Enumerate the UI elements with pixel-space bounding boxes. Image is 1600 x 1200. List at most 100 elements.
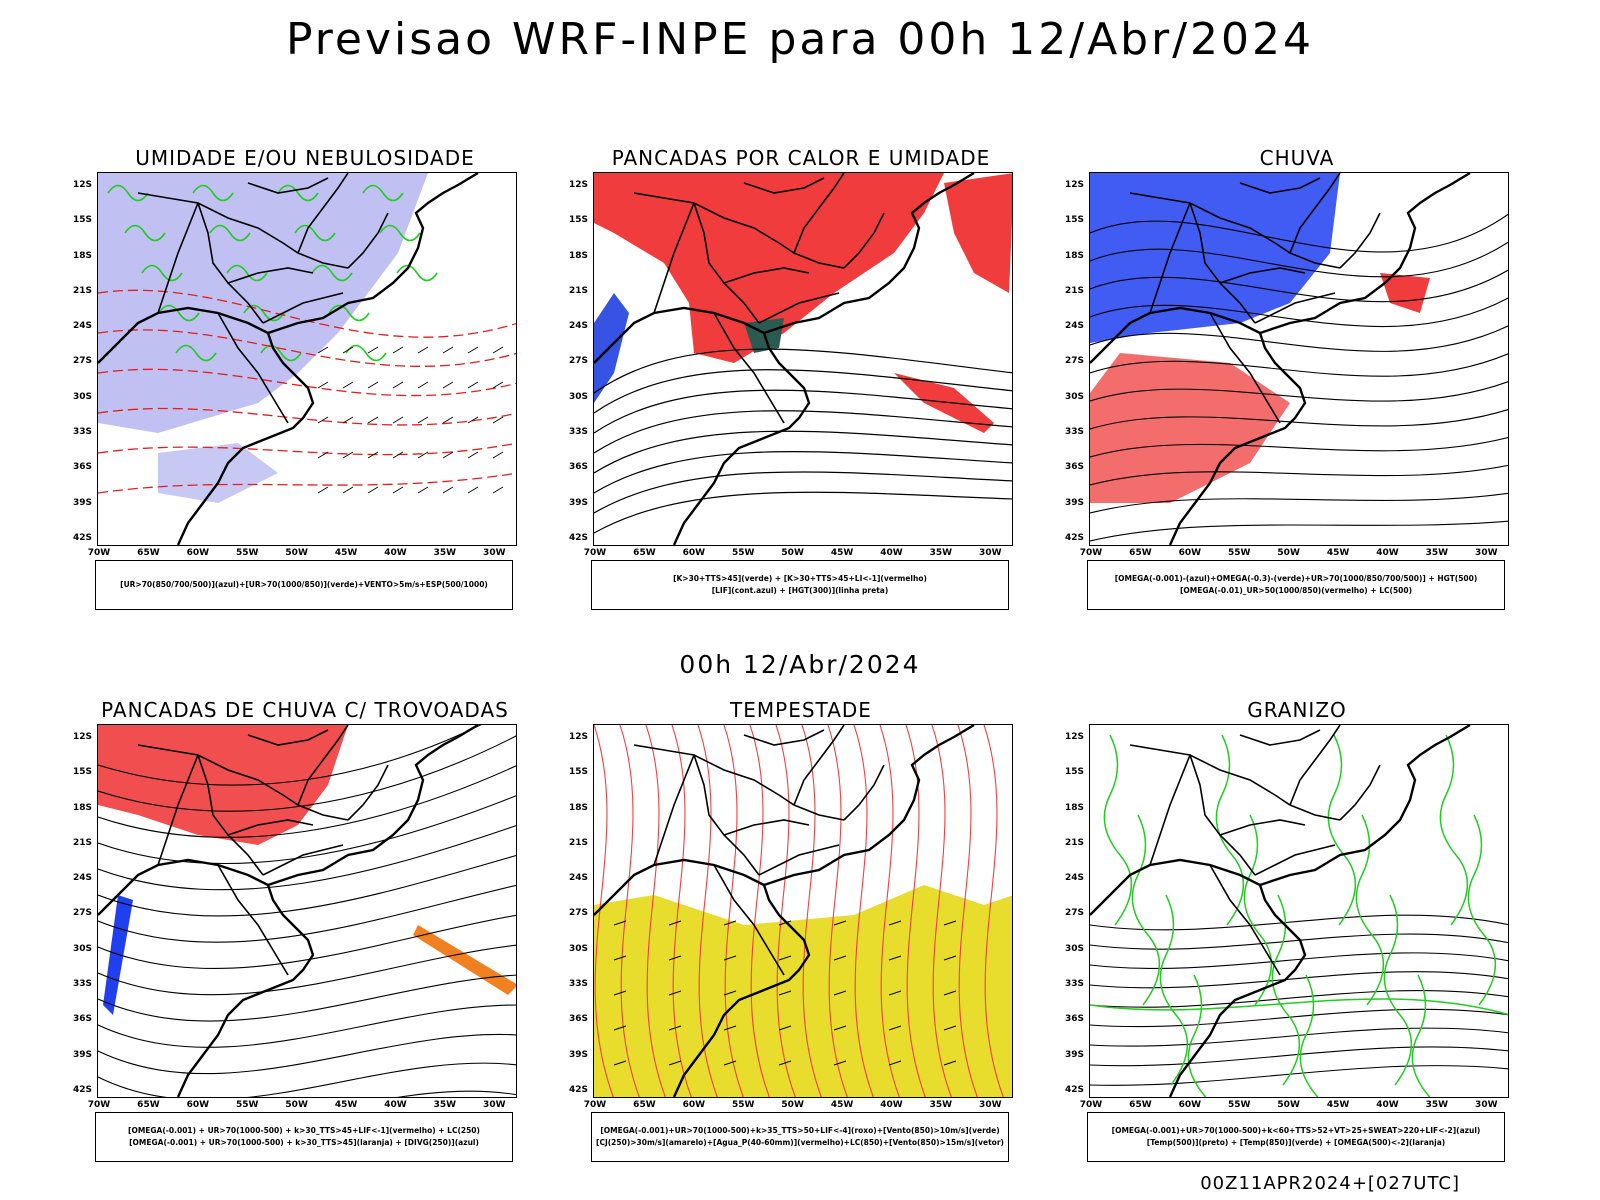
lon-tick-label: 55W bbox=[236, 1100, 259, 1110]
lat-tick-label: 15S bbox=[569, 767, 589, 778]
lon-tick-label: 65W bbox=[1129, 1100, 1152, 1110]
lat-tick-label: 15S bbox=[73, 767, 93, 778]
lon-tick-label: 45W bbox=[334, 548, 358, 558]
lat-tick-label: 21S bbox=[73, 837, 93, 848]
lon-tick-label: 50W bbox=[285, 1100, 308, 1110]
lon-tick-label: 40W bbox=[880, 548, 903, 558]
main-title: Previsao WRF-INPE para 00h 12/Abr/2024 bbox=[285, 14, 1314, 65]
lon-tick-label: 30W bbox=[1475, 1100, 1498, 1110]
map-frame: 12S 15S 18S 21S 24S 27S 30S 33S 36S 39S 42S 70W 65W 6… bbox=[73, 724, 517, 1110]
lat-tick-label: 27S bbox=[73, 356, 93, 367]
lon-tick-label: 65W bbox=[137, 1100, 160, 1110]
lat-tick-label: 42S bbox=[1065, 532, 1085, 543]
lon-tick-label: 70W bbox=[87, 1100, 111, 1110]
lat-tick-label: 36S bbox=[1065, 462, 1085, 473]
lon-tick-label: 60W bbox=[186, 548, 210, 558]
lon-tick-label: 55W bbox=[1228, 1100, 1251, 1110]
lat-tick-label: 39S bbox=[73, 497, 93, 508]
lat-tick-label: 36S bbox=[1065, 1014, 1085, 1025]
lat-tick-label: 21S bbox=[1065, 837, 1085, 848]
lat-tick-label: 27S bbox=[73, 908, 93, 919]
map-frame: 12S 15S 18S 21S 24S 27S 30S 33S 36S 39S 42S 70W 65W 6… bbox=[1065, 724, 1509, 1110]
panel-title: TEMPESTADE bbox=[730, 698, 872, 722]
map-frame: 12S 15S 18S 21S 24S 27S 30S 33S 36S 39S 42S 70W 65W 6… bbox=[1065, 172, 1509, 558]
panel-granizo: GRANIZO 12S 15S 18S 21S 24S 27S 30S 33S 36S 39S 42… bbox=[1065, 698, 1527, 1198]
panel-tempestade: TEMPESTADE 12S 15S 18S 21S 24S 27S 30S 33S 36S 39… bbox=[569, 698, 1031, 1198]
lat-tick-label: 24S bbox=[569, 321, 589, 332]
lat-tick-label: 15S bbox=[569, 215, 589, 226]
lat-tick-label: 42S bbox=[569, 1084, 589, 1095]
lon-tick-label: 40W bbox=[384, 548, 407, 558]
lon-tick-label: 30W bbox=[483, 548, 506, 558]
map-plot bbox=[98, 173, 516, 545]
lon-tick-label: 30W bbox=[483, 1100, 506, 1110]
legend-line-1: [UR>70(850/700/500)](azul)+[UR>70(1000/8… bbox=[120, 580, 488, 589]
lat-tick-label: 33S bbox=[73, 978, 93, 989]
lon-tick-label: 50W bbox=[1277, 1100, 1300, 1110]
legend-box: [K>30+TTS>45](verde) + [K>30+TTS>45+LI<-… bbox=[591, 560, 1009, 610]
lat-tick-label: 12S bbox=[1065, 180, 1085, 190]
lat-tick-label: 15S bbox=[73, 215, 93, 226]
lon-tick-label: 45W bbox=[1326, 548, 1350, 558]
legend-line-1: [OMEGA(-0.001) + UR>70(1000-500) + k>30_… bbox=[128, 1126, 480, 1135]
lat-tick-label: 30S bbox=[73, 391, 93, 402]
lat-tick-label: 27S bbox=[569, 356, 589, 367]
map-plot bbox=[1090, 173, 1508, 545]
lon-tick-label: 65W bbox=[1129, 548, 1152, 558]
map-plot bbox=[98, 725, 516, 1097]
lat-tick-label: 21S bbox=[1065, 285, 1085, 296]
lat-tick-label: 18S bbox=[1065, 250, 1085, 261]
map-plot bbox=[594, 725, 1012, 1097]
lon-tick-label: 55W bbox=[1228, 548, 1251, 558]
lat-tick-label: 24S bbox=[73, 321, 93, 332]
lat-tick-label: 36S bbox=[569, 462, 589, 473]
lat-tick-label: 12S bbox=[569, 180, 589, 190]
legend-line-1: [OMEGA(-0.001)+UR>70(1000-500)+k<60+TTS>… bbox=[1111, 1126, 1481, 1135]
run-info: 00Z11APR2024+[027UTC] bbox=[1200, 1173, 1460, 1194]
lon-tick-label: 40W bbox=[1376, 548, 1399, 558]
lat-tick-label: 42S bbox=[569, 532, 589, 543]
lat-tick-label: 30S bbox=[1065, 391, 1085, 402]
lat-tick-label: 42S bbox=[1065, 1084, 1085, 1095]
lon-tick-label: 65W bbox=[137, 548, 160, 558]
lat-tick-label: 39S bbox=[73, 1049, 93, 1060]
panel-pancadas-calor: PANCADAS POR CALOR E UMIDADE 12S 15S 18S 21… bbox=[569, 146, 1031, 646]
lon-tick-label: 35W bbox=[929, 1100, 953, 1110]
lat-tick-label: 18S bbox=[569, 802, 589, 813]
map-frame: 12S 15S 18S 21S 24S 27S 30S 33S 36S 39S 42S 70W 65W 6… bbox=[73, 172, 517, 558]
lat-tick-label: 24S bbox=[73, 873, 93, 884]
lon-tick-label: 45W bbox=[334, 1100, 358, 1110]
panel-title: GRANIZO bbox=[1247, 698, 1347, 722]
lon-tick-label: 60W bbox=[682, 548, 706, 558]
lon-tick-label: 70W bbox=[1079, 1100, 1103, 1110]
lat-tick-label: 24S bbox=[1065, 321, 1085, 332]
lon-tick-label: 70W bbox=[583, 548, 607, 558]
lat-tick-label: 15S bbox=[1065, 215, 1085, 226]
lon-tick-label: 65W bbox=[633, 1100, 656, 1110]
panel-chuva: CHUVA 12S 15S 18S 21S 24S 27S 30S 33S 36S 39S 42S 7… bbox=[1065, 146, 1527, 646]
map-frame: 12S 15S 18S 21S 24S 27S 30S 33S 36S 39S 42S 70W 65W 6… bbox=[569, 172, 1013, 558]
lon-tick-label: 45W bbox=[830, 1100, 854, 1110]
legend-box: [OMEGA(-0.001)-(azul)+OMEGA(-0.3)-(verde… bbox=[1087, 560, 1505, 610]
panel-title: PANCADAS POR CALOR E UMIDADE bbox=[611, 146, 991, 170]
legend-box: [OMEGA(-0.001)+UR>70(1000-500)+k<60+TTS>… bbox=[1087, 1112, 1505, 1162]
lon-tick-label: 30W bbox=[979, 1100, 1002, 1110]
legend-line-2: [OMEGA(-0.001) + UR>70(1000-500) + k>30_… bbox=[129, 1138, 479, 1147]
map-frame: 12S 15S 18S 21S 24S 27S 30S 33S 36S 39S 42S 70W 65W 6… bbox=[569, 724, 1013, 1110]
lat-tick-label: 33S bbox=[569, 978, 589, 989]
lat-tick-label: 18S bbox=[1065, 802, 1085, 813]
lon-tick-label: 35W bbox=[1425, 1100, 1449, 1110]
lon-tick-label: 35W bbox=[433, 1100, 457, 1110]
lon-tick-label: 65W bbox=[633, 548, 656, 558]
valid-time-title: 00h 12/Abr/2024 bbox=[679, 650, 921, 679]
legend-line-2: [CJ(250)>30m/s](amarelo)+[Agua_P(40-60mm… bbox=[596, 1138, 1004, 1147]
lon-tick-label: 50W bbox=[781, 1100, 804, 1110]
lon-tick-label: 55W bbox=[732, 1100, 755, 1110]
lat-tick-label: 36S bbox=[73, 462, 93, 473]
lon-tick-label: 60W bbox=[186, 1100, 210, 1110]
lon-tick-label: 45W bbox=[1326, 1100, 1350, 1110]
lat-tick-label: 33S bbox=[73, 426, 93, 437]
lon-tick-label: 60W bbox=[682, 1100, 706, 1110]
lat-tick-label: 42S bbox=[73, 1084, 93, 1095]
panel-umidade: UMIDADE E/OU NEBULOSIDADE 12S 15S 18S 21S 24… bbox=[73, 146, 535, 646]
